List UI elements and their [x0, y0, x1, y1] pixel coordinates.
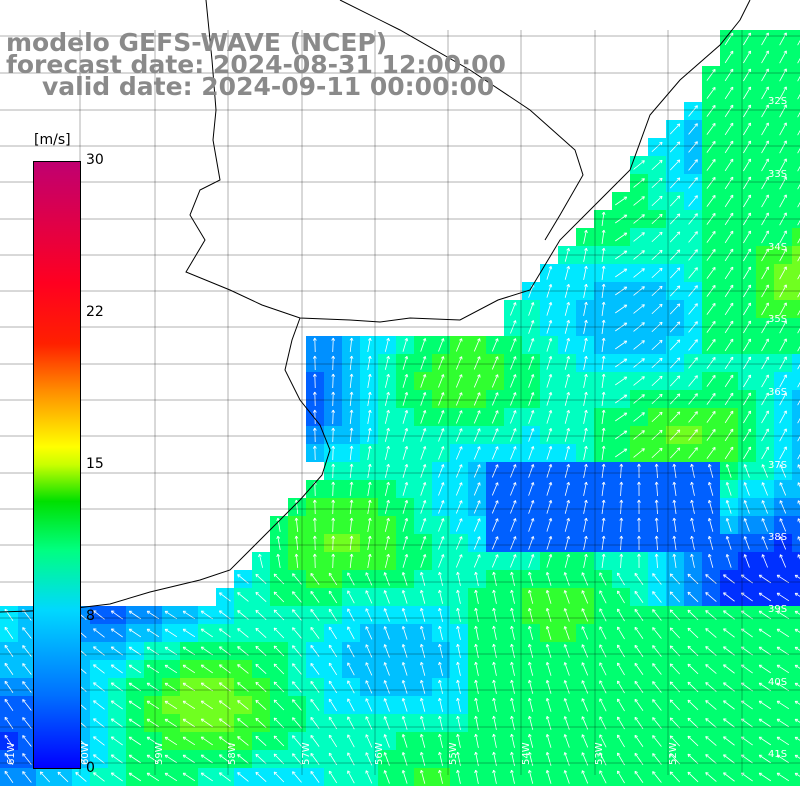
latitude-label: 41S [768, 749, 787, 760]
wind-arrow [333, 518, 334, 532]
wind-cell [792, 570, 800, 588]
colorbar-tick-15: 15 [86, 456, 104, 472]
wind-arrow [333, 356, 334, 370]
wind-cell [792, 354, 800, 372]
wind-cell [792, 588, 800, 606]
wind-arrow [333, 428, 334, 442]
wind-arrow [333, 374, 334, 388]
wind-arrow [333, 392, 334, 406]
wind-arrow [333, 446, 334, 460]
colorbar [33, 161, 81, 769]
wind-arrow [333, 464, 334, 478]
wind-cell [792, 120, 800, 138]
longitude-label: 55W [448, 742, 459, 765]
colorbar-tick-8: 8 [86, 608, 95, 624]
wind-cell [792, 660, 800, 678]
wind-cell [792, 606, 800, 624]
colorbar-tick-30: 30 [86, 152, 104, 168]
wind-arrow [333, 536, 334, 550]
wind-cell [792, 192, 800, 210]
longitude-label: 56W [374, 742, 385, 765]
wind-cell [792, 228, 800, 246]
longitude-label: 53W [594, 742, 605, 765]
latitude-label: 38S [768, 532, 787, 543]
colorbar-tick-22: 22 [86, 304, 104, 320]
wind-cell [792, 300, 800, 318]
wind-cell [792, 66, 800, 84]
longitude-label: 59W [154, 742, 165, 765]
wind-cell [792, 48, 800, 66]
wind-arrow [333, 410, 334, 424]
wind-cell [792, 624, 800, 642]
latitude-label: 34S [768, 242, 787, 253]
latitude-label: 37S [768, 460, 787, 471]
wind-cell [792, 30, 800, 48]
wind-cell [792, 768, 800, 786]
wind-arrow [333, 482, 334, 496]
colorbar-tick-0: 0 [86, 760, 95, 776]
wind-cell [792, 696, 800, 714]
wind-cell [792, 750, 800, 768]
latitude-label: 35S [768, 314, 787, 325]
wind-cell [792, 84, 800, 102]
wind-cell [792, 138, 800, 156]
wind-cell [792, 264, 800, 282]
wind-arrow [333, 338, 334, 352]
wind-cell [792, 174, 800, 192]
latitude-label: 32S [768, 96, 787, 107]
wind-arrow [333, 500, 334, 514]
wind-cell [792, 444, 800, 462]
wind-cell [792, 102, 800, 120]
longitude-label: 58W [227, 742, 238, 765]
wind-cell [792, 408, 800, 426]
wind-cell [792, 732, 800, 750]
longitude-label: 57W [301, 742, 312, 765]
valid-date: valid date: 2024-09-11 00:00:00 [42, 74, 494, 100]
wind-cell [792, 678, 800, 696]
longitude-label: 52W [668, 742, 679, 765]
wind-cell [792, 426, 800, 444]
colorbar-unit: [m/s] [34, 132, 71, 148]
wind-cell [792, 372, 800, 390]
longitude-label: 54W [521, 742, 532, 765]
wind-cell [792, 714, 800, 732]
longitude-label: 61W [6, 742, 17, 765]
wind-arrow [333, 554, 334, 568]
wind-speed-cells [0, 30, 800, 786]
latitude-label: 33S [768, 169, 787, 180]
latitude-label: 40S [768, 677, 787, 688]
wind-cell [792, 336, 800, 354]
wind-cell [792, 642, 800, 660]
latitude-label: 39S [768, 604, 787, 615]
wind-cell [792, 156, 800, 174]
latitude-label: 36S [768, 387, 787, 398]
wind-cell [792, 390, 800, 408]
